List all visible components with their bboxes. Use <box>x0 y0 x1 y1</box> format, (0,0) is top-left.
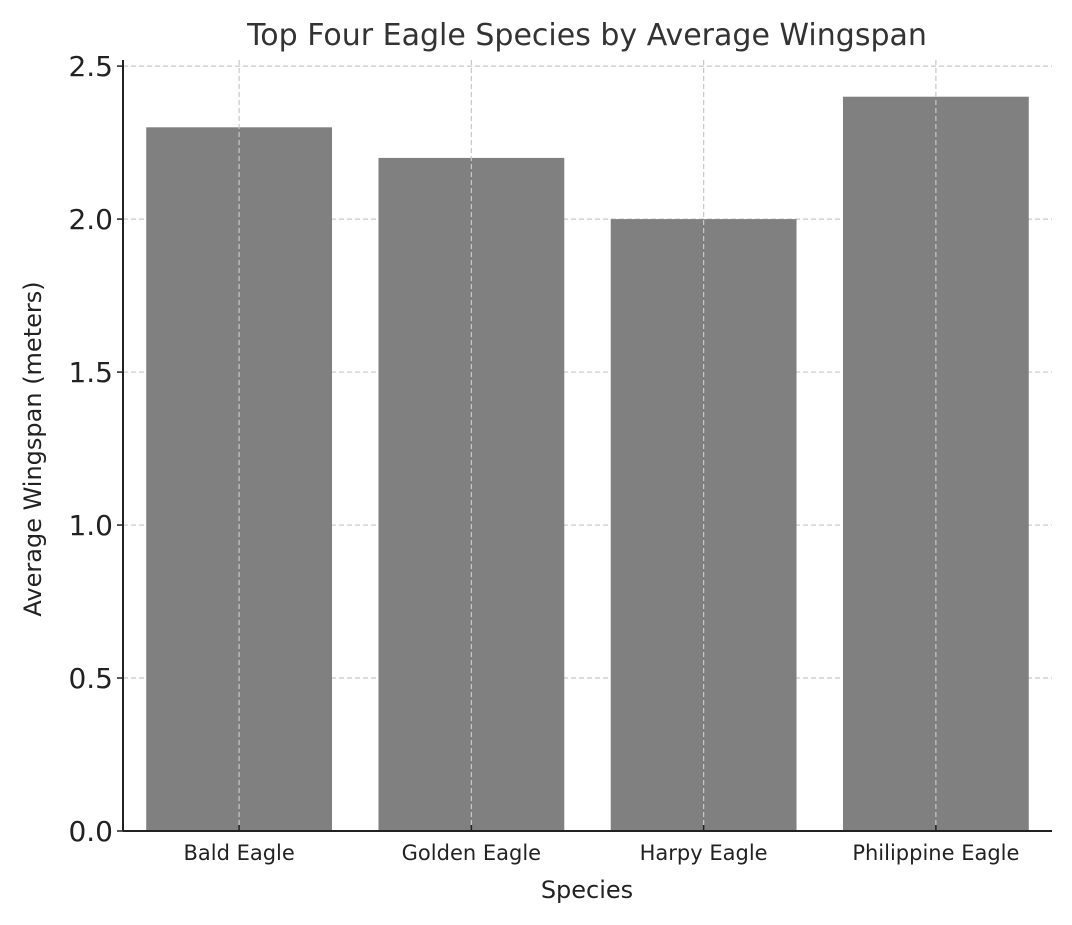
y-tick-label: 1.0 <box>68 509 113 542</box>
y-tick-label: 0.5 <box>68 662 113 695</box>
x-tick-label: Bald Eagle <box>183 841 294 865</box>
chart-title: Top Four Eagle Species by Average Wingsp… <box>246 18 927 53</box>
y-axis-label: Average Wingspan (meters) <box>19 281 47 616</box>
x-tick-labels: Bald Eagle Golden Eagle Harpy Eagle Philipp… <box>183 841 1019 865</box>
y-tick-labels: 0.0 0.5 1.0 1.5 2.0 2.5 <box>68 50 113 848</box>
x-tick-label: Harpy Eagle <box>640 841 768 865</box>
y-tick-label: 2.5 <box>68 50 113 83</box>
bars <box>146 96 1029 832</box>
axes <box>117 60 1052 832</box>
x-axis-label: Species <box>541 876 633 904</box>
vertical-grid-lines <box>238 60 937 831</box>
y-tick-label: 0.0 <box>68 815 113 848</box>
y-tick-label: 2.0 <box>68 203 113 236</box>
y-tick-label: 1.5 <box>68 356 113 389</box>
x-tick-label: Golden Eagle <box>402 841 541 865</box>
x-tick-label: Philippine Eagle <box>852 841 1019 865</box>
